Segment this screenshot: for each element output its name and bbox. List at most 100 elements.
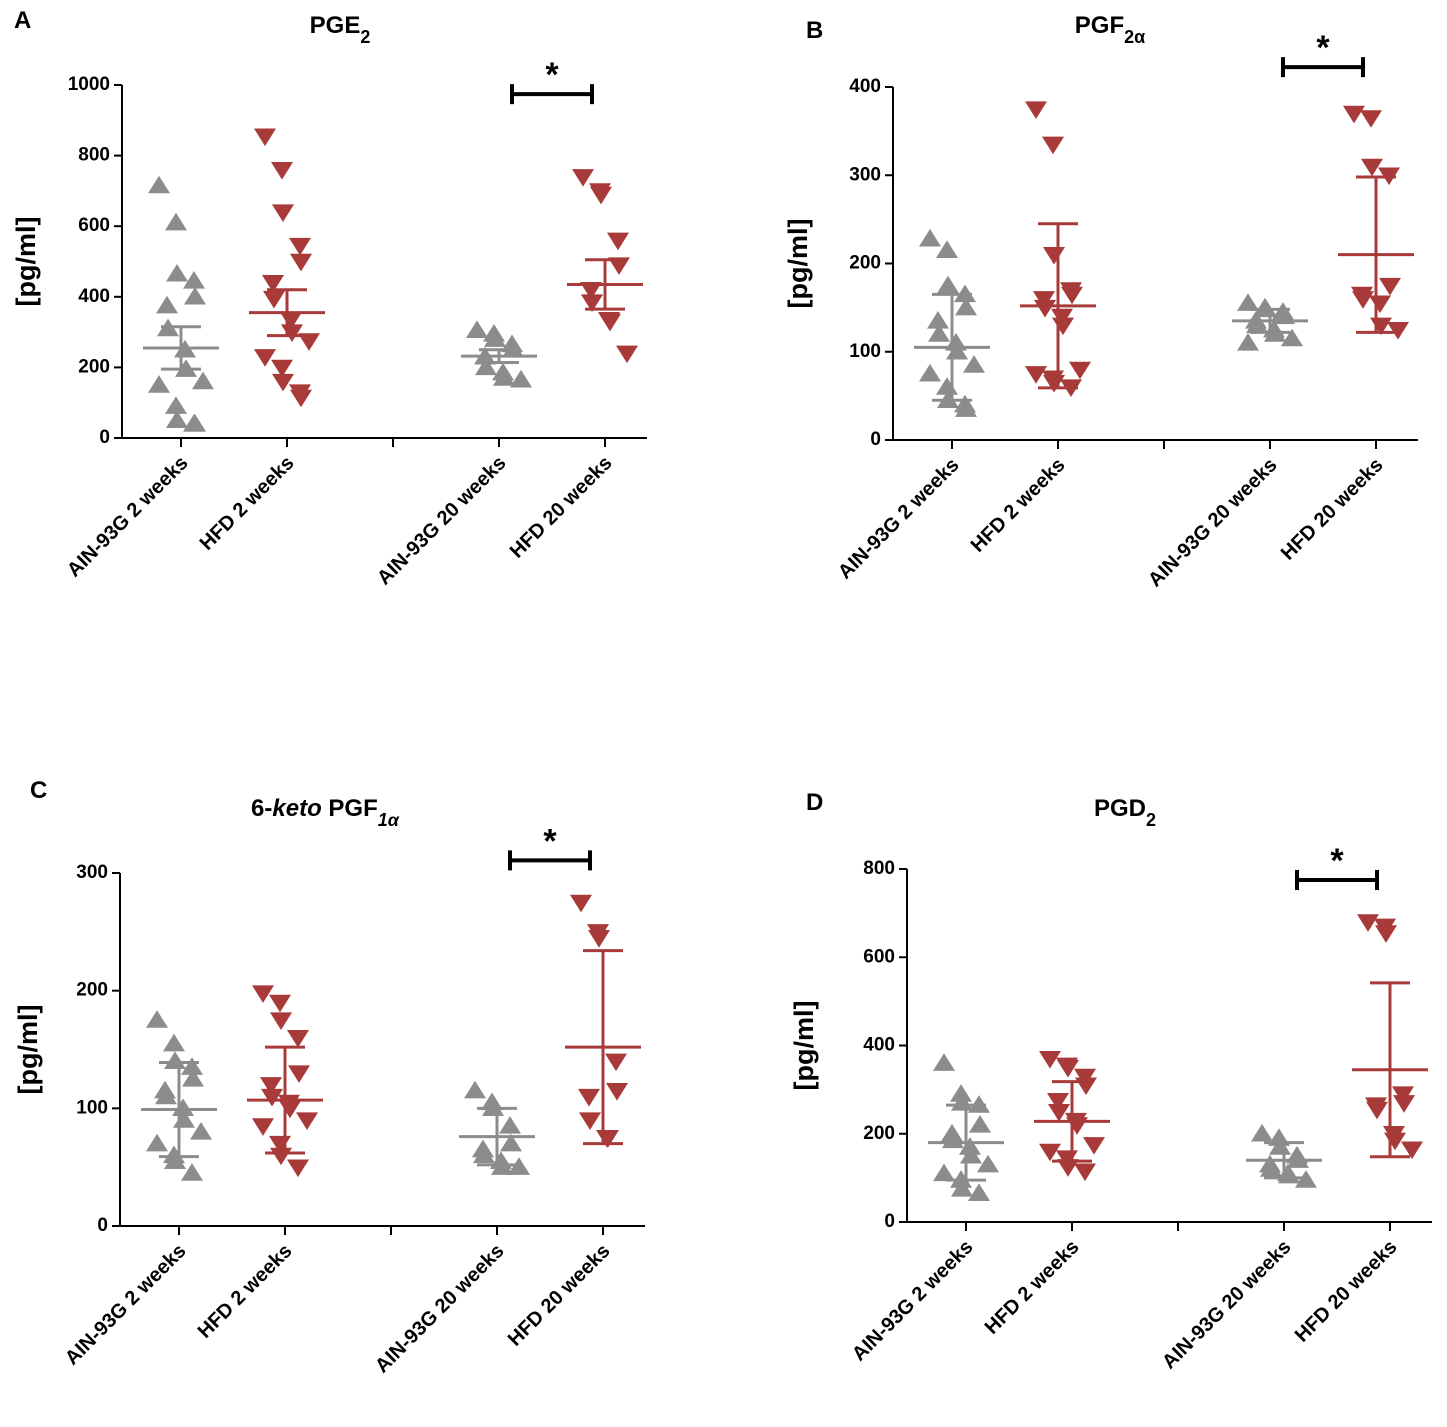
data-point — [919, 363, 941, 382]
panel-title: 6-keto PGF1α — [251, 795, 400, 830]
data-point — [270, 1147, 292, 1166]
data-point — [1260, 1159, 1282, 1177]
group — [461, 320, 537, 388]
data-point — [1048, 1103, 1070, 1122]
x-tick-label: HFD 20 weeks — [1291, 1236, 1402, 1347]
error-bar — [1038, 222, 1078, 390]
y-tick-label: 0 — [99, 427, 110, 448]
data-point — [499, 1116, 521, 1134]
data-point — [252, 985, 274, 1003]
group — [249, 128, 325, 408]
significance-star: * — [1330, 842, 1344, 880]
data-point — [1237, 293, 1259, 311]
data-point — [951, 1179, 973, 1197]
data-point — [1401, 1141, 1423, 1160]
data-point — [500, 1133, 522, 1152]
data-point — [1061, 286, 1083, 305]
y-tick-label: 200 — [863, 1123, 895, 1144]
data-point — [254, 128, 276, 147]
x-tick-label: AIN-93G 2 weeks — [61, 1240, 191, 1370]
data-point — [464, 1080, 486, 1099]
x-tick-label: HFD 20 weeks — [504, 1240, 615, 1351]
data-point — [484, 329, 506, 347]
data-point — [1069, 361, 1091, 380]
x-tick-label: AIN-93G 2 weeks — [63, 452, 193, 582]
data-point — [1360, 110, 1382, 128]
data-point — [580, 282, 602, 300]
data-point — [605, 1053, 627, 1072]
data-point — [1083, 1137, 1105, 1155]
error-bar — [585, 258, 625, 311]
data-point — [165, 212, 187, 231]
data-point — [933, 1053, 955, 1071]
data-point — [493, 368, 515, 386]
data-point — [608, 257, 630, 275]
data-point — [163, 1033, 185, 1052]
title-part: 2 — [360, 27, 370, 47]
panel-title: PGF2α — [1075, 12, 1145, 47]
data-point — [289, 237, 311, 256]
x-tick-label: HFD 20 weeks — [506, 452, 617, 563]
data-point — [165, 396, 187, 414]
y-tick-label: 600 — [863, 946, 895, 967]
data-point — [1025, 101, 1047, 119]
data-point — [1043, 374, 1065, 393]
data-point — [1025, 366, 1047, 384]
data-point — [298, 333, 320, 351]
data-point — [190, 1121, 212, 1140]
y-tick-label: 200 — [849, 253, 881, 274]
error-bar — [932, 292, 972, 402]
data-point — [1251, 1123, 1273, 1142]
group — [459, 1080, 535, 1175]
x-tick-label: AIN-93G 20 weeks — [1158, 1236, 1295, 1373]
y-tick-label: 400 — [863, 1035, 895, 1056]
data-point — [919, 228, 941, 247]
data-point — [616, 345, 638, 364]
data-point — [252, 1118, 274, 1136]
data-point — [254, 349, 276, 367]
group — [1232, 293, 1308, 351]
data-point — [473, 1145, 495, 1164]
data-point — [1039, 1143, 1061, 1162]
data-point — [1074, 1163, 1096, 1182]
data-point — [1039, 1051, 1061, 1069]
data-point — [937, 275, 959, 294]
significance-star: * — [543, 822, 557, 860]
significance-bracket — [1281, 57, 1365, 78]
data-point — [508, 1157, 530, 1175]
data-point — [146, 1010, 168, 1028]
group — [565, 894, 641, 1148]
significance-star: * — [545, 56, 559, 94]
data-point — [955, 297, 977, 316]
error-bar — [265, 1045, 305, 1155]
data-point — [146, 1133, 168, 1152]
error-bar — [161, 325, 201, 371]
x-tick-label: HFD 2 weeks — [981, 1236, 1084, 1339]
data-point — [950, 1084, 972, 1102]
data-point — [928, 324, 950, 342]
data-point — [588, 930, 610, 948]
x-tick-label: HFD 2 weeks — [967, 454, 1070, 557]
y-tick-label: 400 — [78, 286, 110, 307]
y-tick-label: 300 — [849, 164, 881, 185]
panel-letter: B — [806, 17, 823, 44]
data-point — [1375, 925, 1397, 943]
data-point — [510, 369, 532, 388]
error-bar — [946, 1103, 986, 1182]
error-bar — [1250, 307, 1290, 334]
data-point — [166, 410, 188, 429]
group — [143, 175, 219, 432]
data-point — [599, 313, 621, 332]
data-point — [182, 1069, 204, 1087]
y-tick-label: 400 — [849, 76, 881, 97]
data-point — [1057, 1159, 1079, 1177]
data-point — [181, 1057, 203, 1075]
data-point — [1052, 317, 1074, 336]
data-point — [1366, 1101, 1388, 1120]
group — [1020, 101, 1096, 397]
data-point — [261, 1088, 283, 1107]
data-point — [296, 1112, 318, 1130]
data-point — [148, 375, 170, 393]
x-tick-label: AIN-93G 2 weeks — [848, 1236, 978, 1366]
data-point — [1369, 295, 1391, 314]
